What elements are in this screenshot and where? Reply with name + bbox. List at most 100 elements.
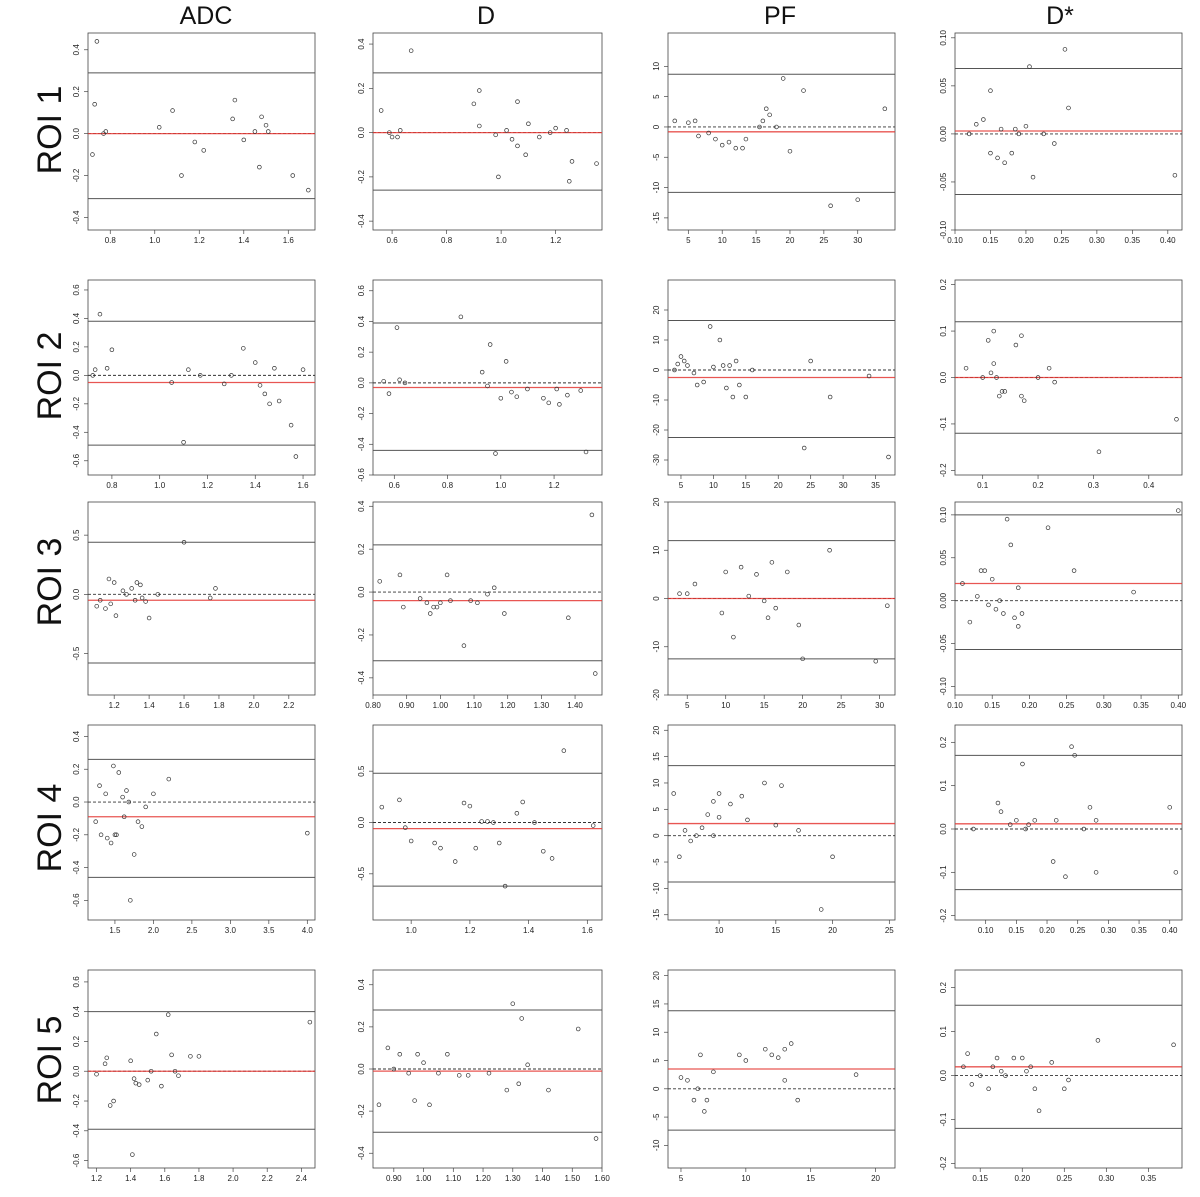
y-tick-label: 10 bbox=[652, 778, 661, 787]
plot-frame bbox=[372, 724, 603, 921]
x-tick-label: 1.10 bbox=[446, 1174, 462, 1183]
data-point bbox=[523, 152, 528, 157]
data-point bbox=[148, 1068, 154, 1074]
y-tick-label: 0.0 bbox=[72, 796, 81, 808]
y-tick-label: 0.2 bbox=[357, 82, 366, 94]
data-point bbox=[154, 1031, 159, 1037]
data-point bbox=[509, 389, 514, 395]
data-point bbox=[739, 793, 745, 799]
data-point bbox=[135, 819, 141, 824]
panel-roi3-adc: 1.2 1.4 1.6 1.8 2.0 2.2 -0.5 0.0 0.5 bbox=[72, 501, 316, 710]
data-point bbox=[773, 822, 779, 828]
data-point bbox=[267, 401, 272, 407]
x-tick-label: 25 bbox=[819, 236, 828, 245]
data-point bbox=[179, 173, 184, 178]
data-point bbox=[116, 770, 122, 775]
data-point bbox=[98, 832, 104, 838]
data-point bbox=[993, 606, 999, 612]
y-tick-label: -15 bbox=[652, 212, 661, 224]
data-point bbox=[1019, 611, 1025, 616]
y-tick-label: 0.0 bbox=[939, 371, 948, 383]
data-point bbox=[129, 586, 134, 591]
data-point bbox=[1004, 516, 1010, 522]
data-point bbox=[97, 598, 103, 603]
x-tick-label: 1.00 bbox=[416, 1174, 432, 1183]
y-tick-label: 5 bbox=[652, 94, 661, 99]
data-point bbox=[1096, 449, 1102, 455]
y-tick-label: 20 bbox=[652, 305, 661, 314]
panel-roi1-adc: 0.8 1.0 1.2 1.4 1.6 -0.4 -0.2 0.0 0.2 0.4 bbox=[72, 32, 316, 245]
x-tick-label: 0.15 bbox=[1009, 926, 1025, 935]
data-point bbox=[701, 379, 706, 385]
data-point bbox=[681, 358, 687, 364]
data-point bbox=[866, 373, 872, 379]
x-tick-label: 10 bbox=[718, 236, 727, 245]
data-point bbox=[575, 1026, 581, 1032]
data-point bbox=[431, 604, 436, 610]
x-tick-label: 0.20 bbox=[1018, 236, 1034, 245]
data-point bbox=[685, 1078, 690, 1083]
x-tick-label: 35 bbox=[871, 481, 880, 490]
panel-roi2-d: 0.6 0.8 1.0 1.2 -0.6 -0.4 -0.2 0.0 0.2 0.4 0.6 bbox=[357, 279, 603, 490]
y-tick-label: -0.6 bbox=[72, 453, 81, 467]
data-point bbox=[201, 148, 206, 153]
data-point bbox=[1013, 342, 1019, 348]
data-point bbox=[417, 596, 423, 601]
data-point bbox=[257, 164, 262, 170]
x-tick-label: 10 bbox=[715, 926, 724, 935]
data-point bbox=[808, 358, 813, 364]
data-point bbox=[90, 373, 96, 378]
panel-roi2-pf: 5 10 15 20 25 30 35 -30 -20 -10 0 10 20 bbox=[652, 279, 896, 490]
y-tick-label: 5 bbox=[652, 1058, 661, 1063]
x-tick-label: 25 bbox=[885, 926, 894, 935]
data-point bbox=[678, 354, 684, 359]
panel-roi1-d: 0.6 0.8 1.0 1.2 -0.4 -0.2 0.0 0.2 0.4 bbox=[357, 32, 603, 245]
data-point bbox=[733, 145, 739, 151]
data-point bbox=[1016, 585, 1021, 591]
data-point bbox=[998, 809, 1004, 814]
panel-roi4-pf: 10 15 20 25 -15 -10 -5 0 5 10 15 20 bbox=[652, 724, 896, 935]
data-point bbox=[253, 360, 258, 365]
data-point bbox=[711, 364, 716, 370]
data-point bbox=[765, 615, 771, 621]
x-tick-label: 0.20 bbox=[1022, 701, 1038, 710]
column-header-adc: ADC bbox=[179, 2, 233, 30]
data-point bbox=[801, 445, 807, 451]
y-tick-label: 0.2 bbox=[939, 736, 948, 748]
x-tick-label: 0.2 bbox=[1032, 481, 1044, 490]
column-header-pf: PF bbox=[764, 2, 796, 30]
data-point bbox=[740, 145, 745, 151]
x-tick-label: 30 bbox=[853, 236, 862, 245]
data-point bbox=[1087, 805, 1093, 810]
y-tick-label: 0.4 bbox=[72, 1006, 81, 1018]
x-tick-label: 0.4 bbox=[1143, 481, 1155, 490]
data-point bbox=[694, 382, 700, 388]
y-tick-label: 0.6 bbox=[357, 285, 366, 297]
data-point bbox=[1052, 379, 1057, 385]
data-point bbox=[1021, 398, 1027, 403]
data-point bbox=[1023, 123, 1029, 129]
data-point bbox=[104, 835, 110, 841]
data-point bbox=[737, 382, 742, 388]
data-point bbox=[97, 311, 103, 317]
data-point bbox=[561, 748, 567, 753]
data-point bbox=[989, 576, 995, 582]
y-tick-label: -0.4 bbox=[72, 860, 81, 874]
data-point bbox=[764, 106, 769, 112]
data-point bbox=[408, 838, 414, 844]
y-tick-label: -5 bbox=[652, 858, 661, 866]
x-tick-label: 10 bbox=[709, 481, 718, 490]
y-tick-label: 0.2 bbox=[357, 543, 366, 555]
x-tick-label: 0.8 bbox=[441, 236, 453, 245]
data-point bbox=[974, 122, 979, 127]
data-point bbox=[108, 601, 113, 607]
data-point bbox=[134, 580, 140, 585]
y-tick-label: 0.6 bbox=[72, 284, 81, 296]
data-point bbox=[1050, 859, 1056, 864]
data-point bbox=[988, 88, 993, 93]
data-point bbox=[132, 598, 138, 603]
data-point bbox=[103, 606, 108, 611]
data-point bbox=[724, 385, 729, 391]
data-point bbox=[998, 126, 1004, 132]
data-point bbox=[381, 379, 386, 384]
